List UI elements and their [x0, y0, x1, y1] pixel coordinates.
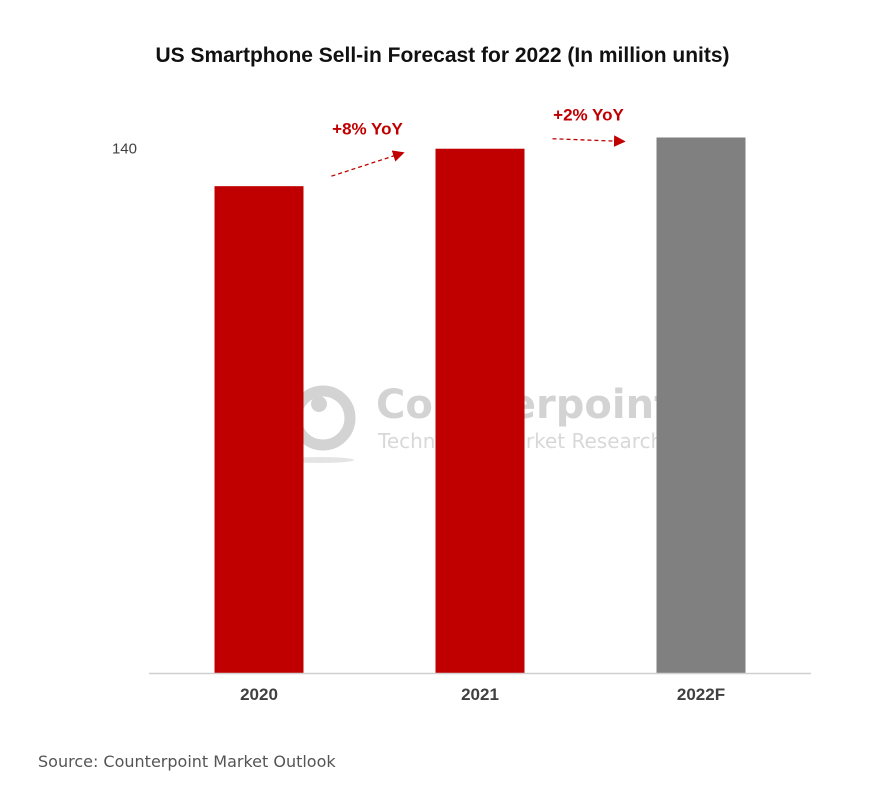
source-note: Source: Counterpoint Market Outlook	[38, 752, 336, 771]
chart-title: US Smartphone Sell-in Forecast for 2022 …	[155, 44, 730, 67]
x-tick-label: 2021	[461, 685, 499, 704]
yoy-arrow	[552, 135, 626, 147]
yoy-label: +2% YoY	[553, 106, 624, 125]
bar-2022f	[656, 137, 746, 674]
y-tick-label: 140	[112, 141, 137, 158]
yoy-label: +8% YoY	[332, 120, 403, 139]
x-tick-label: 2022F	[677, 685, 725, 704]
bar-2021	[435, 148, 525, 674]
x-tick-label: 2020	[240, 685, 278, 704]
bar-2020	[214, 186, 304, 673]
watermark-brand: Counterpoint	[376, 382, 673, 428]
yoy-arrow	[331, 150, 405, 177]
